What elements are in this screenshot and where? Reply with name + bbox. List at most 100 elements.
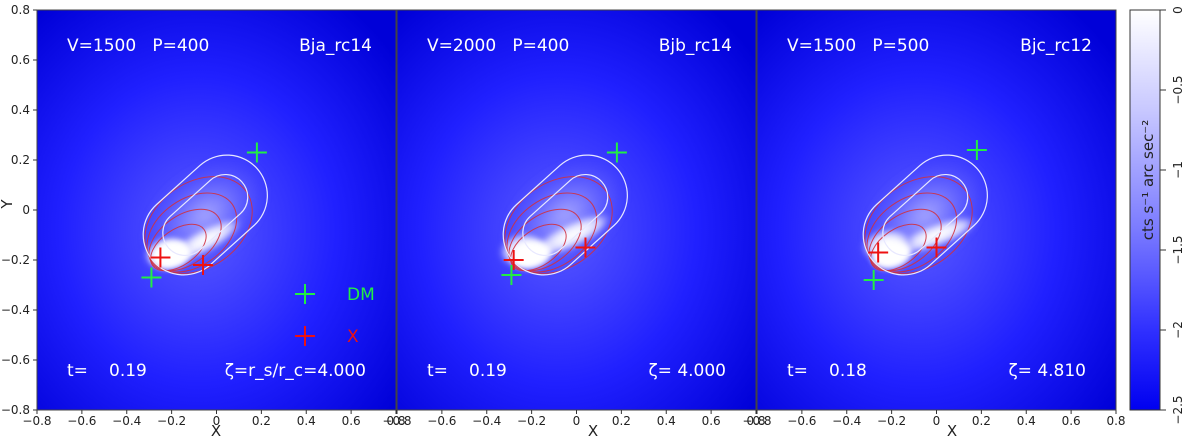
mass-contour: [162, 173, 249, 257]
x-tick-label: 0.6: [1062, 414, 1081, 428]
dm-marker: [246, 142, 267, 163]
axis-ticks: −0.8 −0.6 −0.4 −0.2 0 0.2 0.4 0.6 0.8−0.8 −0.6 −0.…: [1, 3, 1126, 428]
gas-contour: [870, 223, 927, 272]
colorbar-tick-label: −1: [1171, 161, 1185, 179]
colorbar-ticks: 0 −0.5 −1 −1.5 −2 −2.5: [1160, 6, 1185, 425]
dm-marker: [141, 267, 162, 288]
xi-label: ζ= 4.000: [648, 361, 726, 381]
x-tick-label: −0.8: [742, 414, 771, 428]
colorbar-tick-label: −0.5: [1171, 75, 1185, 104]
panel-params: V=2000 P=400: [427, 36, 569, 56]
panel-bja: DM X V=1500 P=400 Bja_rc14 t= 0.19 ζ=r_s/r_c=4…: [36, 9, 397, 411]
dm-marker: [501, 265, 522, 285]
time-label: t=: [787, 361, 808, 381]
gas-contour: [150, 223, 207, 272]
emission-peak: [871, 240, 912, 270]
x-axis-label-1: X: [211, 422, 221, 440]
x-tick-label: 0: [573, 414, 581, 428]
x-tick-label: −0.2: [877, 414, 906, 428]
y-tick-label: −0.2: [1, 253, 30, 267]
gas-contour: [510, 223, 567, 272]
x-tick-label: −0.8: [22, 414, 51, 428]
panel-bjb: V=2000 P=400 Bjb_rc14 t= 0.19 ζ= 4.000: [396, 9, 757, 411]
x-tick-label: −0.6: [67, 414, 96, 428]
y-tick-label: −0.4: [1, 303, 30, 317]
dm-marker: [863, 270, 884, 290]
x-tick-label: 0.8: [386, 414, 405, 428]
panel-title: Bjb_rc14: [659, 36, 732, 56]
x-tick-label: 0.2: [972, 414, 991, 428]
emission-peak: [511, 240, 552, 270]
x-tick-label: 0.6: [702, 414, 721, 428]
x-tick-label: 0.8: [1106, 414, 1125, 428]
colorbar-gradient: [1129, 9, 1161, 411]
x-tick-label: −0.4: [472, 414, 501, 428]
y-tick-label: 0.4: [11, 103, 30, 117]
y-tick-label: 0: [22, 203, 30, 217]
y-tick-label: −0.6: [1, 353, 30, 367]
time-value: 0.19: [109, 361, 147, 381]
x-tick-label: −0.8: [382, 414, 411, 428]
x-tick-label: −0.6: [787, 414, 816, 428]
x-tick-label: 0.4: [657, 414, 676, 428]
x-axis-label-3: X: [947, 422, 957, 440]
xi-label: ζ=r_s/r_c=4.000: [225, 361, 366, 381]
panel-bjc: V=1500 P=500 Bjc_rc12 t= 0.18 ζ= 4.810: [756, 9, 1117, 411]
colorbar-tick-label: −1.5: [1171, 235, 1185, 264]
x-tick-label: 0: [213, 414, 221, 428]
gas-contour: [868, 208, 942, 272]
colorbar: 0 −0.5 −1 −1.5 −2 −2.5 cts s⁻¹ arc sec⁻²: [1129, 6, 1185, 425]
panel-title: Bja_rc14: [299, 36, 372, 56]
xi-label: ζ= 4.810: [1008, 361, 1086, 381]
x-tick-label: 0.4: [1017, 414, 1036, 428]
emission-peak: [151, 240, 192, 270]
y-tick-label: 0.6: [11, 53, 30, 67]
gas-contour: [866, 192, 958, 273]
x-peak-marker: [575, 237, 596, 258]
time-label: t=: [67, 361, 88, 381]
legend-marker-dm: [295, 284, 315, 304]
legend-marker-x: [295, 326, 315, 346]
x-tick-label: −0.2: [157, 414, 186, 428]
x-peak-marker: [503, 250, 524, 270]
colorbar-tick-label: −2: [1171, 321, 1185, 339]
mass-contour: [522, 173, 609, 257]
x-tick-label: −0.6: [427, 414, 456, 428]
panel-title: Bjc_rc12: [1020, 36, 1092, 56]
x-peak-marker: [868, 242, 889, 263]
time-value: 0.18: [829, 361, 867, 381]
mass-contour: [882, 173, 969, 257]
gas-contour: [508, 208, 582, 272]
x-tick-label: 0.8: [746, 414, 765, 428]
x-tick-label: −0.4: [832, 414, 861, 428]
dm-marker: [606, 142, 627, 163]
gas-contour: [146, 192, 238, 273]
colorbar-label: cts s⁻¹ arc sec⁻²: [1139, 120, 1157, 241]
x-tick-label: −0.4: [112, 414, 141, 428]
panel-params: V=1500 P=400: [67, 36, 209, 56]
x-tick-label: 0.4: [297, 414, 316, 428]
y-tick-label: 0.8: [11, 3, 30, 17]
legend-label-x: X: [347, 327, 359, 347]
x-tick-label: 0: [933, 414, 941, 428]
gas-contour: [148, 208, 222, 272]
x-tick-label: 0.6: [342, 414, 361, 428]
y-tick-label: 0.2: [11, 153, 30, 167]
time-value: 0.19: [469, 361, 507, 381]
mass-contour: [862, 154, 988, 276]
colorbar-tick-label: 0: [1171, 6, 1185, 14]
emission-tail: [530, 212, 614, 258]
dm-marker: [966, 140, 987, 160]
mass-contour: [142, 154, 268, 276]
panel-params: V=1500 P=500: [787, 36, 929, 56]
x-tick-label: 0.2: [612, 414, 631, 428]
x-peak-marker: [926, 237, 947, 258]
x-peak-marker: [193, 255, 214, 275]
x-axis-label-2: X: [588, 422, 598, 440]
time-label: t=: [427, 361, 448, 381]
x-peak-marker: [150, 247, 171, 268]
colorbar-tick-label: −2.5: [1171, 395, 1185, 424]
y-tick-label: −0.8: [1, 403, 30, 417]
legend-label-dm: DM: [347, 285, 375, 305]
